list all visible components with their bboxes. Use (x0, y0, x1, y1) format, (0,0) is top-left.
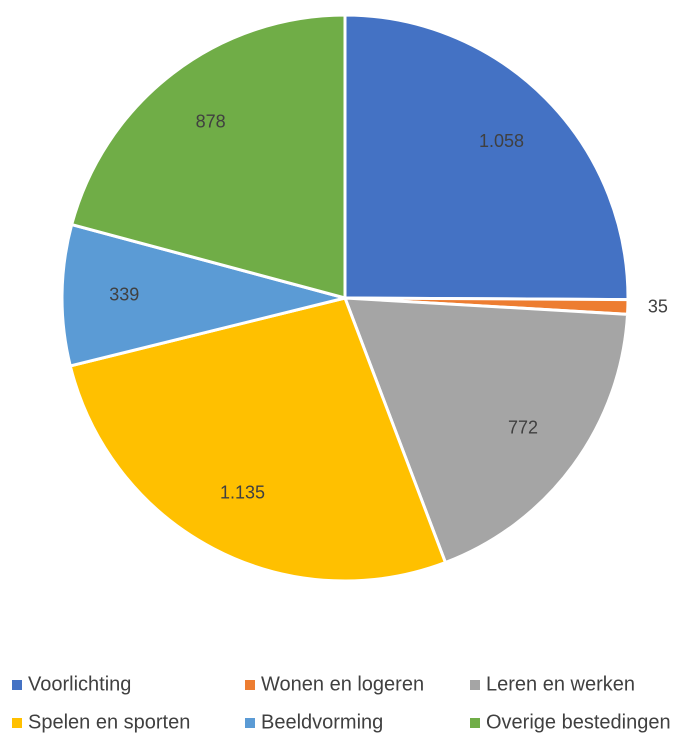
data-label: 1.135 (220, 482, 265, 502)
legend-swatch (12, 680, 22, 690)
legend-swatch (470, 718, 480, 728)
pie-slice (342, 296, 630, 565)
legend: Voorlichting Wonen en logeren Leren en wer… (12, 673, 671, 733)
pie-slice (343, 13, 630, 302)
data-label: 1.058 (479, 131, 524, 151)
legend-label: Leren en werken (486, 673, 635, 695)
legend-swatch (470, 680, 480, 690)
legend-label: Overige bestedingen (486, 711, 671, 733)
legend-swatch (245, 718, 255, 728)
data-label: 878 (196, 112, 226, 132)
data-label: 35 (648, 296, 668, 316)
legend-label: Spelen en sporten (28, 711, 190, 733)
data-label: 339 (109, 285, 139, 305)
legend-label: Wonen en logeren (261, 673, 424, 695)
data-label: 772 (508, 417, 538, 437)
legend-label: Beeldvorming (261, 711, 383, 733)
legend-swatch (12, 718, 22, 728)
pie-slice (68, 296, 448, 583)
pie-slice (69, 13, 347, 300)
legend-label: Voorlichting (28, 673, 131, 695)
legend-swatch (245, 680, 255, 690)
pie-slice (60, 222, 346, 368)
